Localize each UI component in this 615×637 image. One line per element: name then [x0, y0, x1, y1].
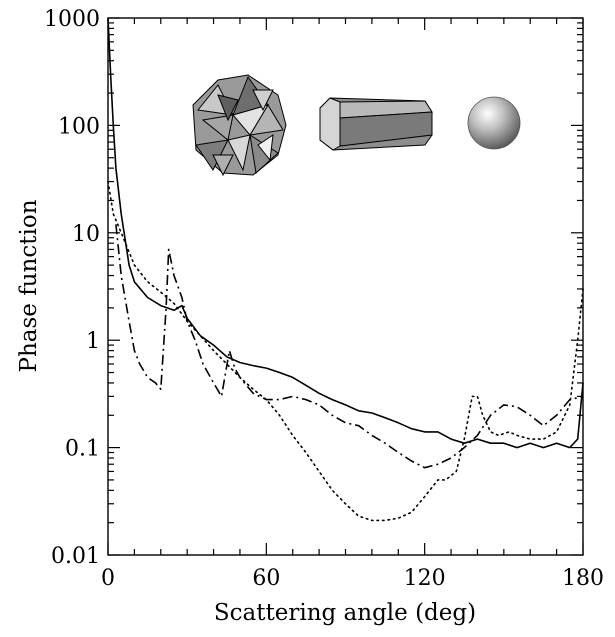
hexagonal-column-icon: [319, 97, 433, 151]
tick-label-group: 0 60 120 180 0.01 0.1 1 10 100 1000: [44, 7, 604, 591]
tick-group: [107, 17, 584, 556]
sphere-icon: [467, 96, 521, 150]
y-tick-label: 100: [58, 114, 100, 139]
y-axis-title: Phase function: [16, 199, 42, 372]
y-tick-label: 10: [72, 222, 100, 247]
series-line-solid: [107, 17, 584, 449]
x-tick-label: 60: [252, 566, 280, 591]
aggregate-crystal-icon: [192, 74, 287, 177]
series-line-dotted: [107, 180, 584, 522]
x-tick-label: 120: [404, 566, 446, 591]
y-tick-label: 0.01: [51, 544, 100, 569]
x-tick-label: 180: [562, 566, 604, 591]
particle-insets: [192, 74, 521, 177]
y-tick-label: 1: [86, 329, 100, 354]
series-group: [107, 17, 584, 522]
x-tick-label: 0: [101, 566, 115, 591]
y-tick-label: 1000: [44, 7, 100, 32]
x-axis-title: Scattering angle (deg): [214, 600, 476, 626]
y-tick-label: 0.1: [65, 437, 100, 462]
series-line-dashdot: [115, 224, 584, 469]
